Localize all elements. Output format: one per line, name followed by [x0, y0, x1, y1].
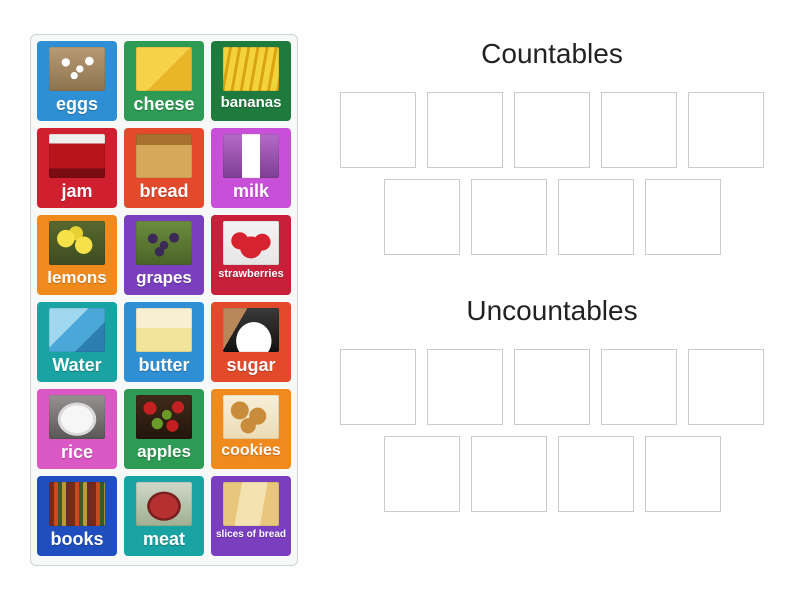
tile-strawberries[interactable]: strawberries: [211, 215, 291, 295]
tile-label: bread: [128, 182, 200, 201]
tile-label: strawberries: [215, 269, 287, 281]
tile-label: sugar: [215, 356, 287, 375]
bread-image: [136, 134, 192, 178]
tile-butter[interactable]: butter: [124, 302, 204, 382]
tile-label: cheese: [128, 95, 200, 114]
slot-row: [334, 349, 770, 512]
tile-bananas[interactable]: bananas: [211, 41, 291, 121]
drop-groups: Countables Uncountables: [334, 34, 770, 566]
tile-apples[interactable]: apples: [124, 389, 204, 469]
bananas-image: [223, 47, 279, 91]
drop-slot[interactable]: [340, 349, 416, 425]
tile-label: eggs: [41, 95, 113, 114]
water-image: [49, 308, 105, 352]
tile-lemons[interactable]: lemons: [37, 215, 117, 295]
lemons-image: [49, 221, 105, 265]
drop-slot[interactable]: [645, 436, 721, 512]
tile-label: rice: [41, 443, 113, 462]
meat-image: [136, 482, 192, 526]
tile-label: jam: [41, 182, 113, 201]
tile-label: books: [41, 530, 113, 549]
drop-slot[interactable]: [558, 179, 634, 255]
drop-slot[interactable]: [688, 349, 764, 425]
rice-image: [49, 395, 105, 439]
drop-slot[interactable]: [471, 436, 547, 512]
drop-slot[interactable]: [384, 436, 460, 512]
eggs-image: [49, 47, 105, 91]
drop-slot[interactable]: [514, 349, 590, 425]
jam-image: [49, 134, 105, 178]
drop-slot[interactable]: [340, 92, 416, 168]
sugar-image: [223, 308, 279, 352]
drop-slot[interactable]: [688, 92, 764, 168]
tile-label: cookies: [215, 443, 287, 460]
group-uncountables: Uncountables: [334, 295, 770, 512]
slices-of-bread-image: [223, 482, 279, 526]
strawberries-image: [223, 221, 279, 265]
tile-label: meat: [128, 530, 200, 549]
tile-label: butter: [128, 356, 200, 375]
tile-rice[interactable]: rice: [37, 389, 117, 469]
group-title: Uncountables: [334, 295, 770, 327]
drop-slot[interactable]: [427, 349, 503, 425]
tile-meat[interactable]: meat: [124, 476, 204, 556]
cheese-image: [136, 47, 192, 91]
butter-image: [136, 308, 192, 352]
tile-cookies[interactable]: cookies: [211, 389, 291, 469]
books-image: [49, 482, 105, 526]
drop-slot[interactable]: [645, 179, 721, 255]
tile-label: bananas: [215, 95, 287, 111]
tile-label: milk: [215, 182, 287, 201]
tile-label: lemons: [41, 269, 113, 287]
drop-slot[interactable]: [427, 92, 503, 168]
grapes-image: [136, 221, 192, 265]
tile-label: slices of bread: [215, 530, 287, 541]
drop-slot[interactable]: [558, 436, 634, 512]
slot-row: [334, 92, 770, 255]
milk-image: [223, 134, 279, 178]
tile-cheese[interactable]: cheese: [124, 41, 204, 121]
tile-eggs[interactable]: eggs: [37, 41, 117, 121]
tile-label: grapes: [128, 269, 200, 287]
tile-bread[interactable]: bread: [124, 128, 204, 208]
tile-books[interactable]: books: [37, 476, 117, 556]
drop-slot[interactable]: [601, 349, 677, 425]
apples-image: [136, 395, 192, 439]
tile-slices-of-bread[interactable]: slices of bread: [211, 476, 291, 556]
drop-slot[interactable]: [601, 92, 677, 168]
tile-palette: eggs cheese bananas jam bread milk lemons grape…: [30, 34, 298, 566]
tile-jam[interactable]: jam: [37, 128, 117, 208]
tile-grapes[interactable]: grapes: [124, 215, 204, 295]
drop-slot[interactable]: [514, 92, 590, 168]
tile-label: Water: [41, 356, 113, 375]
tile-label: apples: [128, 443, 200, 461]
group-title: Countables: [334, 38, 770, 70]
tile-water[interactable]: Water: [37, 302, 117, 382]
drop-slot[interactable]: [384, 179, 460, 255]
drop-slot[interactable]: [471, 179, 547, 255]
tile-milk[interactable]: milk: [211, 128, 291, 208]
tile-sugar[interactable]: sugar: [211, 302, 291, 382]
group-countables: Countables: [334, 38, 770, 255]
cookies-image: [223, 395, 279, 439]
